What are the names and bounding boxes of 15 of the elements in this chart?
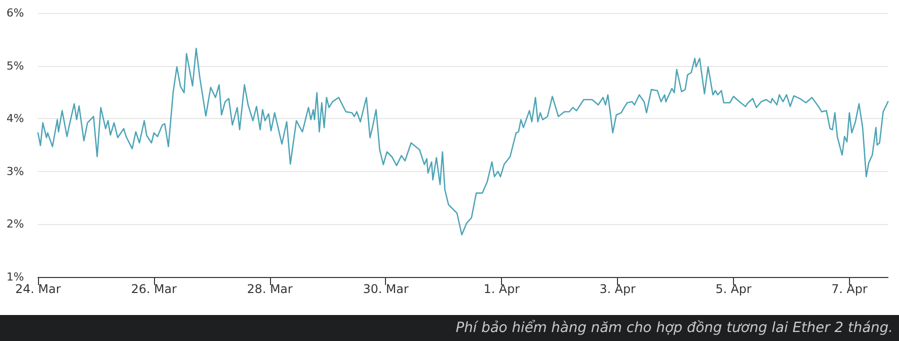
text: Phí bảo hiểm hàng năm cho hợp đồng tương lai Ether 2 tháng. <box>0 315 899 341</box>
y-tick-label: 1% <box>6 270 24 284</box>
x-tick-label: 26. Mar <box>131 282 177 296</box>
y-tick-label: 6% <box>6 6 24 20</box>
x-tick-label: 7. Apr <box>831 282 868 296</box>
y-tick-label: 2% <box>6 218 24 231</box>
x-tick-label: 5. Apr <box>715 282 752 296</box>
x-tick-label: 30. Mar <box>362 282 409 296</box>
x-tick-label: 1. Apr <box>484 282 520 296</box>
x-tick-label: 3. Apr <box>600 282 636 296</box>
y-tick-label: 5% <box>6 59 24 72</box>
x-tick-label: 28. Mar <box>247 282 293 296</box>
x-tick-label: 24. Mar <box>15 282 61 296</box>
y-tick-label: 4% <box>6 112 24 126</box>
y-tick-label: 3% <box>6 164 24 178</box>
